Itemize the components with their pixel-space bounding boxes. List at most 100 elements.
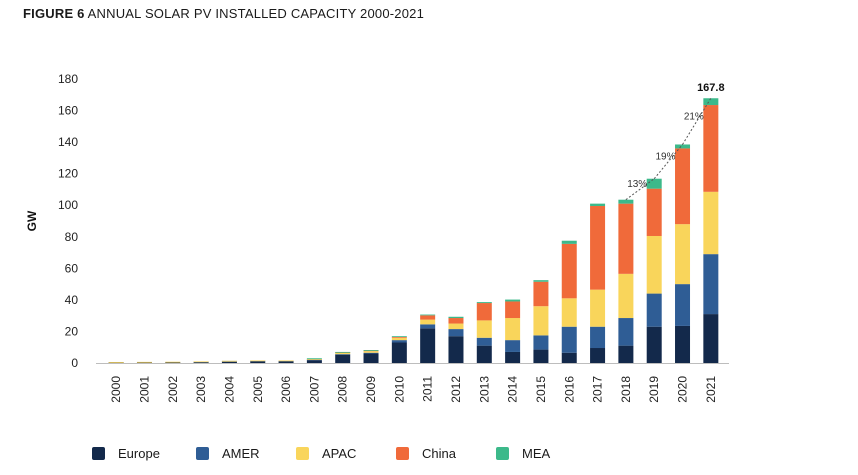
bar-segment-amer-2020 [675,284,691,326]
bar-segment-mea-2014 [505,299,521,302]
x-tick-label: 2020 [676,376,690,403]
bar-segment-apac-2005 [250,360,266,362]
bar-segment-apac-2018 [618,273,634,319]
bar-segment-apac-2002 [165,361,181,363]
x-tick-label: 2005 [251,376,265,403]
bar-segment-mea-2015 [533,280,549,282]
bar-segment-mea-2011 [420,314,436,316]
x-tick-label: 2003 [194,376,208,403]
bar-segment-europe-2010 [391,342,407,363]
legend-swatch [92,447,105,460]
legend-label: China [422,446,456,461]
bar-segment-apac-2008 [335,352,351,355]
x-tick-label: 2009 [364,376,378,403]
bar-segment-china-2020 [675,148,691,225]
y-tick-label: 40 [65,293,79,307]
x-tick-label: 2006 [279,376,293,403]
bar-segment-apac-2012 [448,323,464,330]
x-tick-label: 2012 [449,376,463,403]
legend-item-apac: APAC [296,446,396,461]
bar-segment-china-2016 [561,243,577,299]
bar-segment-europe-2017 [590,348,606,363]
y-tick-label: 140 [58,135,78,149]
legend-item-mea: MEA [496,446,596,461]
bar-segment-amer-2018 [618,318,634,346]
y-tick-label: 80 [65,230,79,244]
bar-segment-amer-2019 [646,293,662,327]
bar-segment-mea-2013 [476,302,492,304]
bar-segment-apac-2010 [391,337,407,341]
x-tick-label: 2004 [222,376,236,403]
legend-item-china: China [396,446,496,461]
bar-segment-mea-2021 [703,98,719,106]
bar-segment-apac-2015 [533,306,549,336]
x-tick-label: 2002 [166,376,180,403]
bar-segment-apac-2003 [193,361,209,363]
bar-segment-europe-2003 [193,362,209,363]
x-tick-label: 2010 [392,376,406,403]
bar-segment-apac-2013 [476,320,492,338]
bar-segment-amer-2017 [590,326,606,349]
bar-segment-apac-2000 [108,362,124,363]
bar-segment-europe-2016 [561,352,577,363]
legend-swatch [396,447,409,460]
x-tick-label: 2014 [506,376,520,403]
bar-segment-apac-2004 [221,360,237,362]
bar-segment-europe-2014 [505,351,521,363]
legend-swatch [296,447,309,460]
y-axis-label: GW [25,210,39,231]
bar-segment-mea-2010 [391,336,407,337]
bar-segment-amer-2015 [533,335,549,350]
y-tick-label: 100 [58,198,78,212]
y-tick-label: 60 [65,261,79,275]
bar-segment-amer-2014 [505,340,521,352]
bar-segment-apac-2014 [505,318,521,341]
legend-item-europe: Europe [92,446,196,461]
bar-segment-amer-2008 [335,353,351,355]
bar-segment-mea-2009 [363,350,379,351]
figure-label: FIGURE 6 [23,6,85,21]
bar-segment-amer-2021 [703,254,719,315]
bar-segment-europe-2005 [250,361,266,363]
bar-segment-mea-2007 [306,358,322,360]
x-tick-label: 2011 [421,376,435,402]
bar-segment-europe-2007 [306,360,322,363]
growth-annotation: 13% [627,179,647,190]
bar-segment-mea-2016 [561,240,577,244]
bar-segment-china-2015 [533,281,549,307]
bar-segment-europe-2008 [335,354,351,363]
legend: Europe AMER APAC China MEA [92,446,596,461]
y-tick-label: 120 [58,167,78,181]
bar-segment-china-2021 [703,105,719,192]
growth-connector [682,97,712,145]
bar-segment-mea-2019 [646,178,662,189]
bar-segment-china-2014 [505,301,521,319]
bar-segment-apac-2009 [363,351,379,353]
bar-segment-amer-2013 [476,337,492,346]
bar-segment-amer-2016 [561,326,577,353]
x-tick-label: 2018 [619,376,633,403]
y-tick-label: 180 [58,72,78,86]
y-tick-label: 20 [65,324,79,338]
x-tick-label: 2021 [704,376,718,403]
figure-title: FIGURE 6 ANNUAL SOLAR PV INSTALLED CAPAC… [23,6,424,21]
y-tick-label: 0 [71,356,78,370]
bar-segment-europe-2019 [646,326,662,363]
growth-connector [625,178,655,201]
bar-segment-apac-2019 [646,235,662,294]
bar-segment-china-2018 [618,203,634,274]
bar-segment-china-2010 [391,336,407,338]
legend-label: APAC [322,446,357,461]
bar-segment-apac-2011 [420,319,436,325]
bar-segment-europe-2020 [675,325,691,363]
x-tick-label: 2015 [534,376,548,403]
bar-segment-apac-2017 [590,289,606,327]
x-tick-label: 2001 [137,376,151,403]
bar-segment-amer-2012 [448,329,464,337]
legend-swatch [496,447,509,460]
figure-title-text: ANNUAL SOLAR PV INSTALLED CAPACITY 2000-… [87,6,425,21]
legend-swatch [196,447,209,460]
bar-segment-europe-2015 [533,349,549,363]
bar-segment-mea-2017 [590,203,606,207]
